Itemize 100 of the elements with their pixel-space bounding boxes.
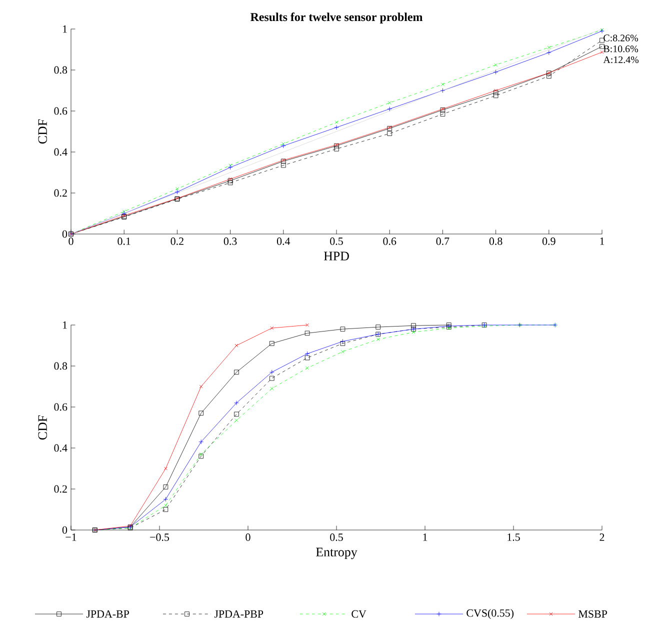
point: [198, 454, 204, 459]
point: [228, 177, 232, 181]
x-axis-title: HPD: [324, 252, 349, 260]
point: [440, 82, 444, 86]
point: [228, 178, 233, 184]
x-tick-label: 1: [423, 534, 428, 541]
point: [122, 210, 126, 214]
point: [547, 46, 551, 50]
point: [334, 146, 339, 152]
point: [281, 143, 286, 148]
point: [376, 324, 380, 330]
point: [199, 452, 203, 456]
point: [304, 351, 310, 356]
point: [164, 504, 168, 508]
point: [493, 70, 498, 74]
x-tick-label: 1: [600, 238, 604, 245]
y-tick-label: 0.4: [54, 148, 68, 156]
point: [440, 112, 446, 116]
point: [334, 120, 338, 124]
x-tick-label: 1.5: [508, 534, 520, 541]
legend-label: MSBP: [578, 610, 608, 618]
point: [198, 410, 204, 416]
x-tick-label: 0.9: [542, 238, 556, 245]
x-tick-label: 0.8: [489, 238, 502, 245]
x-tick-label: 0: [68, 238, 74, 245]
point: [164, 466, 168, 470]
point: [234, 418, 238, 422]
x-tick-label: −1: [66, 534, 76, 541]
point: [546, 50, 552, 55]
point: [440, 88, 446, 93]
x-tick-label: 0.7: [436, 238, 450, 245]
point: [304, 355, 310, 360]
point: [282, 142, 286, 146]
y-axis-title: CDF: [38, 119, 47, 144]
y-tick-label: 0.6: [54, 107, 68, 115]
x-tick-label: 0: [246, 534, 250, 541]
chart-title: Results for twelve sensor problem: [250, 12, 423, 24]
point: [334, 125, 339, 130]
point: [122, 211, 126, 216]
y-tick-label: 0.8: [54, 66, 68, 74]
point: [234, 400, 239, 406]
text: B:10.6%: [603, 46, 638, 52]
legend-label: CVS(0.55): [466, 609, 514, 619]
y-tick-label: 1: [62, 321, 67, 329]
x-tick-label: 0.2: [170, 238, 184, 245]
point: [163, 484, 168, 490]
point: [228, 164, 233, 170]
point: [269, 370, 274, 375]
legend-label: JPDA-PBP: [214, 610, 264, 618]
point: [493, 93, 498, 98]
point: [306, 366, 310, 370]
x-tick-label: 0.5: [330, 238, 343, 245]
point: [388, 101, 392, 105]
point: [269, 341, 274, 346]
y-tick-label: 0: [62, 230, 68, 238]
point: [270, 386, 274, 390]
legend-label: JPDA-BP: [86, 610, 129, 618]
point: [340, 326, 346, 332]
x-tick-label: 0.6: [383, 238, 396, 245]
point: [281, 162, 286, 168]
text: A:12.4%: [603, 56, 639, 64]
y-tick-label: 0.2: [54, 485, 67, 493]
point: [494, 88, 498, 92]
x-axis-title: Entropy: [316, 548, 358, 560]
y-tick-label: 0.8: [54, 362, 68, 370]
point: [199, 384, 203, 388]
y-tick-label: 0.6: [54, 403, 68, 411]
point: [163, 507, 168, 512]
x-tick-label: 0.4: [276, 238, 290, 245]
point: [269, 376, 274, 381]
x-tick-label: 2: [600, 534, 604, 541]
point: [228, 180, 233, 186]
point: [163, 496, 168, 502]
y-tick-label: 0.4: [54, 444, 68, 452]
point: [234, 370, 239, 375]
y-axis-title: CDF: [38, 415, 47, 440]
point: [494, 63, 498, 67]
point: [175, 187, 179, 191]
x-tick-label: 0.3: [224, 238, 237, 245]
text: C:8.26%: [604, 34, 638, 42]
point: [387, 106, 392, 112]
point: [387, 131, 392, 136]
y-tick-label: 0.2: [54, 189, 67, 197]
point: [340, 350, 344, 354]
point: [228, 164, 232, 168]
point: [270, 326, 274, 330]
legend-label: CV: [352, 610, 366, 618]
point: [234, 412, 239, 417]
point: [198, 439, 204, 444]
x-tick-label: −0.5: [150, 534, 170, 541]
point: [376, 338, 380, 342]
y-tick-label: 0: [62, 526, 68, 534]
x-tick-label: 0.1: [118, 238, 130, 245]
x-tick-label: 0.5: [330, 534, 343, 541]
point: [411, 323, 416, 328]
point: [304, 330, 310, 336]
point: [412, 330, 416, 334]
point: [174, 190, 180, 194]
y-tick-label: 1: [62, 25, 67, 33]
point: [546, 74, 552, 79]
